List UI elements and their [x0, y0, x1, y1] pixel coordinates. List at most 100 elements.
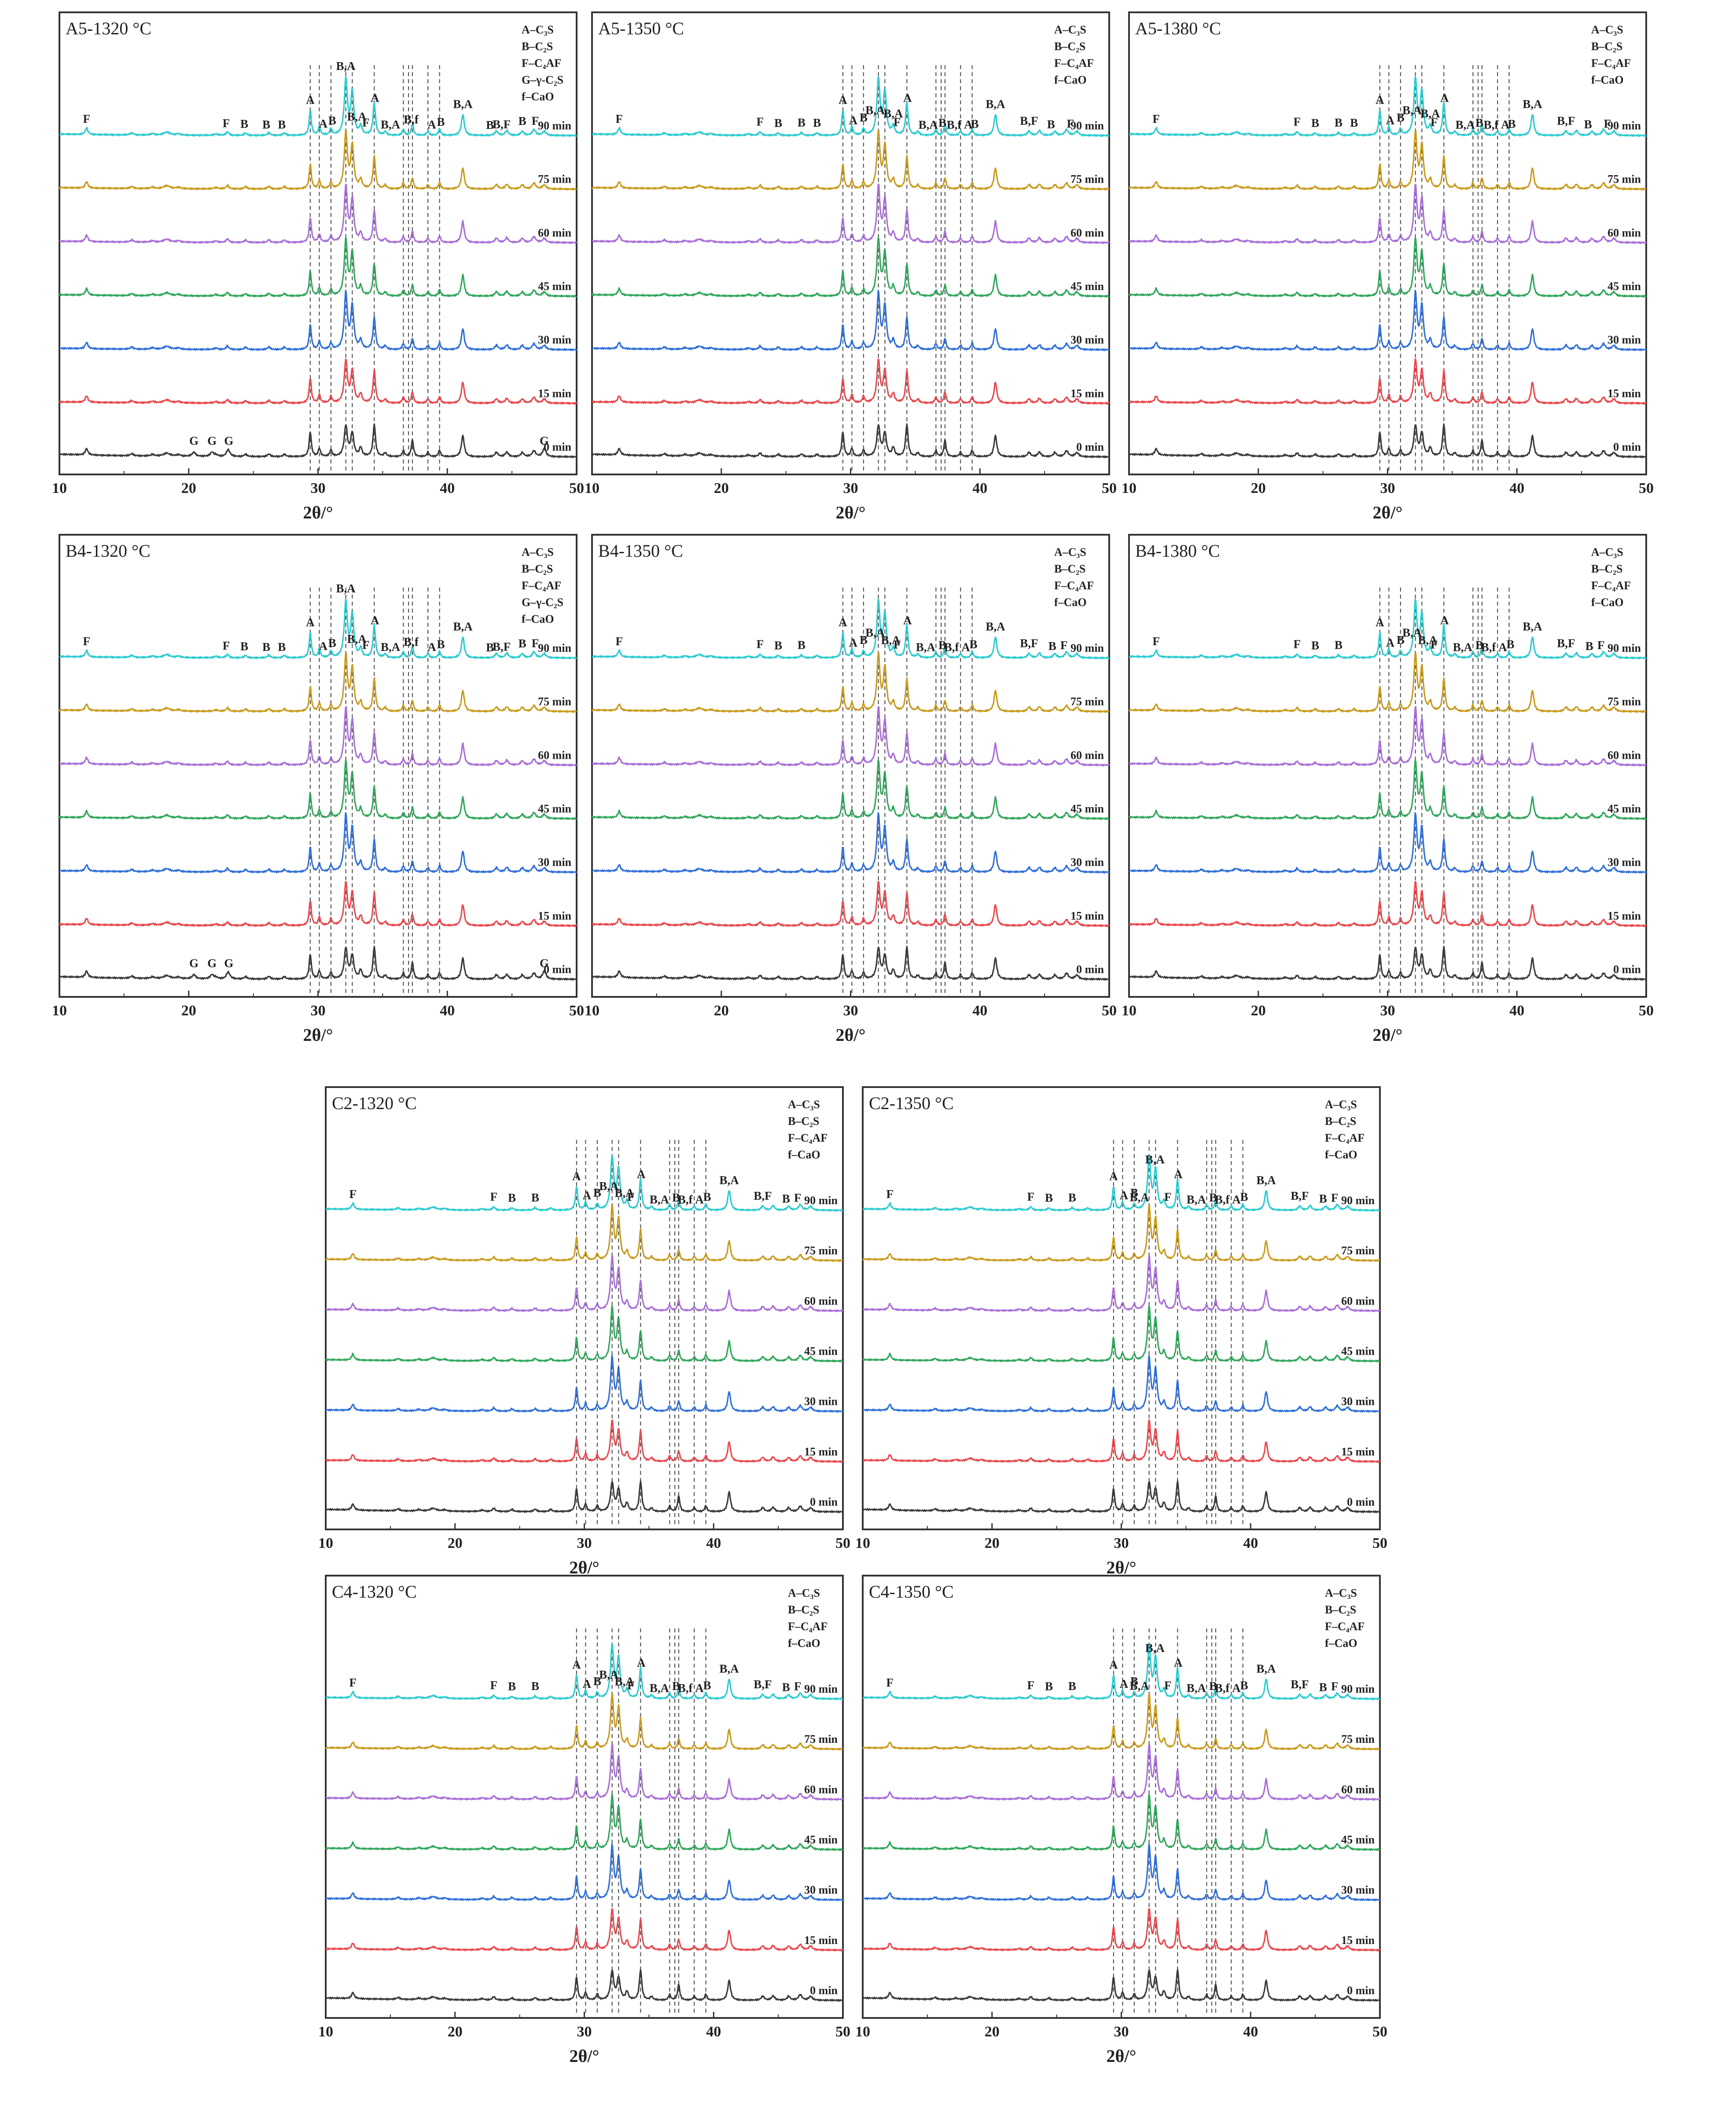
- peak-label-gamma: G: [224, 957, 233, 970]
- x-tick-label: 50: [1639, 1003, 1654, 1019]
- peak-label: B: [519, 114, 526, 128]
- x-tick-label: 30: [843, 480, 858, 496]
- series-time-label: 90 min: [1607, 119, 1641, 132]
- peak-label: B: [860, 111, 868, 124]
- peak-label: F: [1060, 639, 1068, 652]
- legend-entry: f–CaO: [522, 613, 554, 625]
- x-tick-label: 30: [311, 1003, 326, 1019]
- xrd-series-line: [325, 1969, 844, 2002]
- peak-label: A: [319, 639, 328, 653]
- legend-entry: B–C₂S: [788, 1115, 819, 1128]
- peak-label: B,A: [381, 118, 401, 131]
- peak-label: F: [627, 1679, 635, 1692]
- peak-label: F: [1331, 1679, 1339, 1693]
- xrd-series-line: [1129, 76, 1647, 137]
- x-tick-label: 10: [855, 2024, 870, 2040]
- x-tick-label: 20: [181, 480, 196, 496]
- peak-label: B: [593, 1186, 601, 1199]
- x-tick-label: 20: [1251, 480, 1266, 496]
- peak-label: B: [672, 1679, 680, 1693]
- peak-label: B: [1045, 1191, 1053, 1205]
- series-time-label: 30 min: [1070, 856, 1104, 869]
- xrd-series-line: [59, 945, 577, 981]
- legend-entry: F–C₄AF: [1325, 1132, 1365, 1144]
- peak-label: F: [362, 638, 370, 651]
- peak-label: F: [1331, 1191, 1339, 1204]
- peak-label: B,A: [1256, 1662, 1276, 1676]
- xrd-series-line: [591, 652, 1110, 713]
- plot-frame: [591, 11, 1110, 475]
- series-time-label: 30 min: [1607, 334, 1641, 346]
- peak-label: B,A: [1456, 118, 1475, 132]
- peak-label: B: [531, 1191, 539, 1204]
- peak-label: B: [519, 637, 526, 650]
- peak-label: B,A: [1256, 1174, 1276, 1187]
- peak-label: B: [508, 1191, 516, 1205]
- peak-label: F: [627, 1191, 635, 1204]
- peak-label: F: [1604, 117, 1611, 130]
- panel-title: C2-1350 °C: [869, 1093, 954, 1113]
- peak-label: B,A: [1420, 107, 1440, 120]
- plot-frame: [862, 1575, 1381, 2019]
- peak-label: B: [1335, 639, 1342, 652]
- legend-entry: B–C₂S: [522, 40, 553, 53]
- xrd-panel: 0 min 15 min 30 min 45 min 60 min 75 min 90 mi…: [318, 1086, 850, 1577]
- peak-label: B,F: [1557, 636, 1575, 650]
- peak-label: B,f: [1215, 1193, 1230, 1206]
- peak-label: B: [774, 639, 782, 652]
- x-axis-label: 2θ/°: [836, 503, 866, 522]
- peak-label: B: [703, 1191, 711, 1204]
- series-time-label: 45 min: [1070, 280, 1104, 293]
- xrd-series-line: [59, 290, 577, 351]
- xrd-panel: 0 min 15 min 30 min 45 min 60 min 75 min 90 mi…: [855, 1575, 1387, 2066]
- peak-label: A: [849, 114, 858, 127]
- peak-label: B: [938, 116, 946, 129]
- x-tick-label: 30: [577, 2024, 592, 2040]
- peak-label: B,f: [1484, 118, 1499, 132]
- x-tick-label: 40: [972, 1003, 987, 1019]
- peak-label: F: [894, 638, 901, 651]
- peak-label: F: [1152, 112, 1160, 125]
- peak-label: B,A: [1523, 98, 1542, 111]
- series-time-label: 75 min: [1341, 1733, 1375, 1746]
- peak-label: A: [903, 614, 912, 627]
- series-time-label: 90 min: [1341, 1194, 1375, 1207]
- series-time-label: 60 min: [1070, 226, 1104, 239]
- peak-label: B: [486, 641, 494, 654]
- peak-label: A: [427, 118, 436, 131]
- legend-entry: f–CaO: [1325, 1148, 1357, 1161]
- peak-label: F: [1027, 1190, 1035, 1203]
- xrd-series-line: [592, 184, 1110, 244]
- series-time-label: 90 min: [1607, 642, 1641, 654]
- x-tick-label: 50: [569, 1003, 584, 1019]
- peak-label: B: [1397, 111, 1405, 124]
- peak-label: A: [1120, 1677, 1129, 1690]
- xrd-series-line: [862, 1643, 1380, 1701]
- xrd-series-line: [59, 599, 577, 660]
- peak-label: B,A: [1145, 1153, 1165, 1166]
- peak-label: F: [490, 1190, 498, 1203]
- xrd-series-line: [1128, 759, 1647, 820]
- x-axis-label: 2θ/°: [1107, 1558, 1136, 1577]
- peak-label: B: [262, 640, 270, 654]
- series-time-label: 75 min: [1070, 173, 1104, 186]
- peak-label: F: [615, 112, 623, 125]
- peak-label: A: [637, 1168, 646, 1181]
- xrd-series-line: [862, 1694, 1380, 1751]
- peak-label: B,F: [754, 1189, 772, 1202]
- peak-label: F: [886, 1187, 894, 1201]
- peak-label: B,A: [1129, 1191, 1149, 1204]
- x-axis-label: 2θ/°: [303, 1025, 333, 1045]
- legend-entry: f–CaO: [1591, 596, 1624, 609]
- peak-label: A: [1232, 1193, 1241, 1206]
- peak-label: A: [371, 614, 379, 627]
- xrd-series-line: [325, 1305, 843, 1363]
- xrd-panel: 0 min 15 min 30 min 45 min 60 min 75 min 90 mi…: [1122, 11, 1654, 522]
- xrd-series-line: [862, 1794, 1380, 1851]
- x-tick-label: 40: [706, 1535, 721, 1551]
- peak-label: A: [961, 640, 970, 654]
- xrd-series-line: [862, 1908, 1381, 1952]
- peak-label: A: [306, 93, 315, 107]
- peak-label: B,A: [986, 620, 1005, 633]
- series-time-label: 15 min: [1341, 1934, 1375, 1947]
